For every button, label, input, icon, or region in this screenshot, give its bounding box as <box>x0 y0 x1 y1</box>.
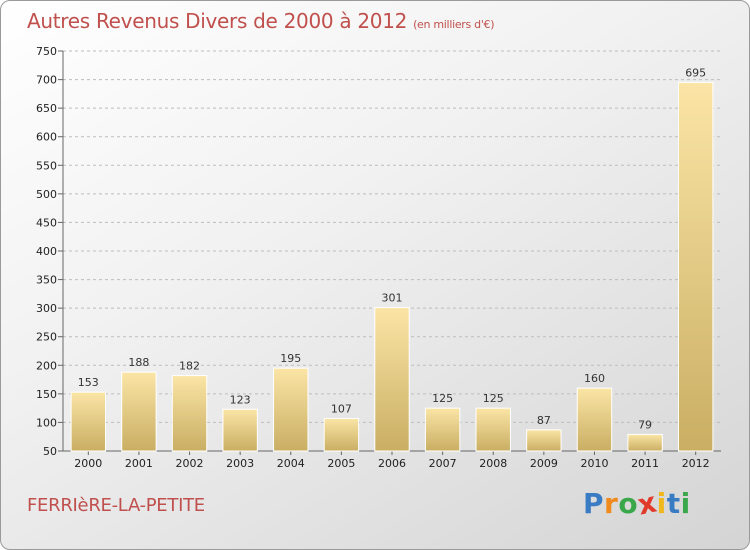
logo-letter: o <box>618 487 639 520</box>
y-tick-label: 550 <box>36 159 57 172</box>
bar-2004 <box>273 367 309 452</box>
y-tick-label: 150 <box>36 388 57 401</box>
x-tick-label-2003: 2003 <box>226 457 254 470</box>
y-tick-label: 250 <box>36 331 57 344</box>
logo-letter: P <box>583 487 605 520</box>
data-label-2002: 182 <box>179 360 200 373</box>
x-tick-label-2005: 2005 <box>327 457 355 470</box>
bar-2010 <box>576 387 613 452</box>
y-tick-label: 300 <box>36 302 57 315</box>
y-tick-label: 350 <box>36 274 57 287</box>
logo-letter: r <box>604 487 619 520</box>
bar-2009 <box>526 429 562 452</box>
bar-2011 <box>627 433 663 452</box>
data-label-2006: 301 <box>382 292 403 305</box>
bar-2002 <box>171 375 208 452</box>
x-tick-label-2004: 2004 <box>277 457 305 470</box>
bar-2007 <box>424 407 461 452</box>
x-tick-label-2009: 2009 <box>530 457 558 470</box>
bar-2005 <box>323 417 360 452</box>
x-tick-label-2002: 2002 <box>176 457 204 470</box>
labels: 50 100 150 200 250 300 350 400 450 500 550 600 650 70… <box>36 45 710 470</box>
x-tick-label-2006: 2006 <box>378 457 406 470</box>
data-label-2008: 125 <box>483 392 504 405</box>
y-tick-label: 400 <box>36 245 57 258</box>
chart-title-text: Autres Revenus Divers de 2000 à 2012 <box>27 9 408 33</box>
data-label-2009: 87 <box>537 414 551 427</box>
y-tick-label: 700 <box>36 74 57 87</box>
y-tick-label: 200 <box>36 359 57 372</box>
x-tick-label-2011: 2011 <box>631 457 659 470</box>
proxiti-logo: Proxiti <box>583 485 691 521</box>
bar-2012 <box>677 81 714 452</box>
logo-letter: i <box>656 487 667 520</box>
x-tick-label-2008: 2008 <box>479 457 507 470</box>
y-tick-label: 100 <box>36 416 57 429</box>
y-tick-label: 50 <box>43 445 57 458</box>
bar-2000 <box>70 391 107 452</box>
bar-2006 <box>374 307 410 452</box>
y-tick-label: 500 <box>36 188 57 201</box>
bar-2003 <box>222 408 258 452</box>
x-tick-label-2000: 2000 <box>74 457 102 470</box>
logo-letter: t <box>666 487 681 520</box>
bar-2001 <box>121 371 157 452</box>
data-label-2003: 123 <box>230 393 251 406</box>
data-label-2005: 107 <box>331 402 352 415</box>
x-tick-label-2010: 2010 <box>580 457 608 470</box>
y-tick-label: 650 <box>36 102 57 115</box>
data-label-2011: 79 <box>638 418 652 431</box>
chart-title: Autres Revenus Divers de 2000 à 2012 (en … <box>27 9 495 33</box>
x-tick-label-2001: 2001 <box>125 457 153 470</box>
data-label-2000: 153 <box>78 376 99 389</box>
y-tick-label: 600 <box>36 131 57 144</box>
bar-2008 <box>475 407 511 452</box>
bars <box>70 81 714 452</box>
data-label-2007: 125 <box>432 392 453 405</box>
commune-name: FERRIèRE-LA-PETITE <box>27 495 205 516</box>
data-label-2001: 188 <box>128 356 149 369</box>
data-label-2004: 195 <box>280 352 301 365</box>
x-tick-label-2007: 2007 <box>429 457 457 470</box>
y-tick-label: 750 <box>36 45 57 58</box>
y-tick-label: 450 <box>36 216 57 229</box>
x-tick-label-2012: 2012 <box>682 457 710 470</box>
logo-letter: i <box>680 487 691 520</box>
data-label-2012: 695 <box>685 66 706 79</box>
chart-subtitle: (en milliers d'€) <box>413 18 495 31</box>
data-label-2010: 160 <box>584 372 605 385</box>
